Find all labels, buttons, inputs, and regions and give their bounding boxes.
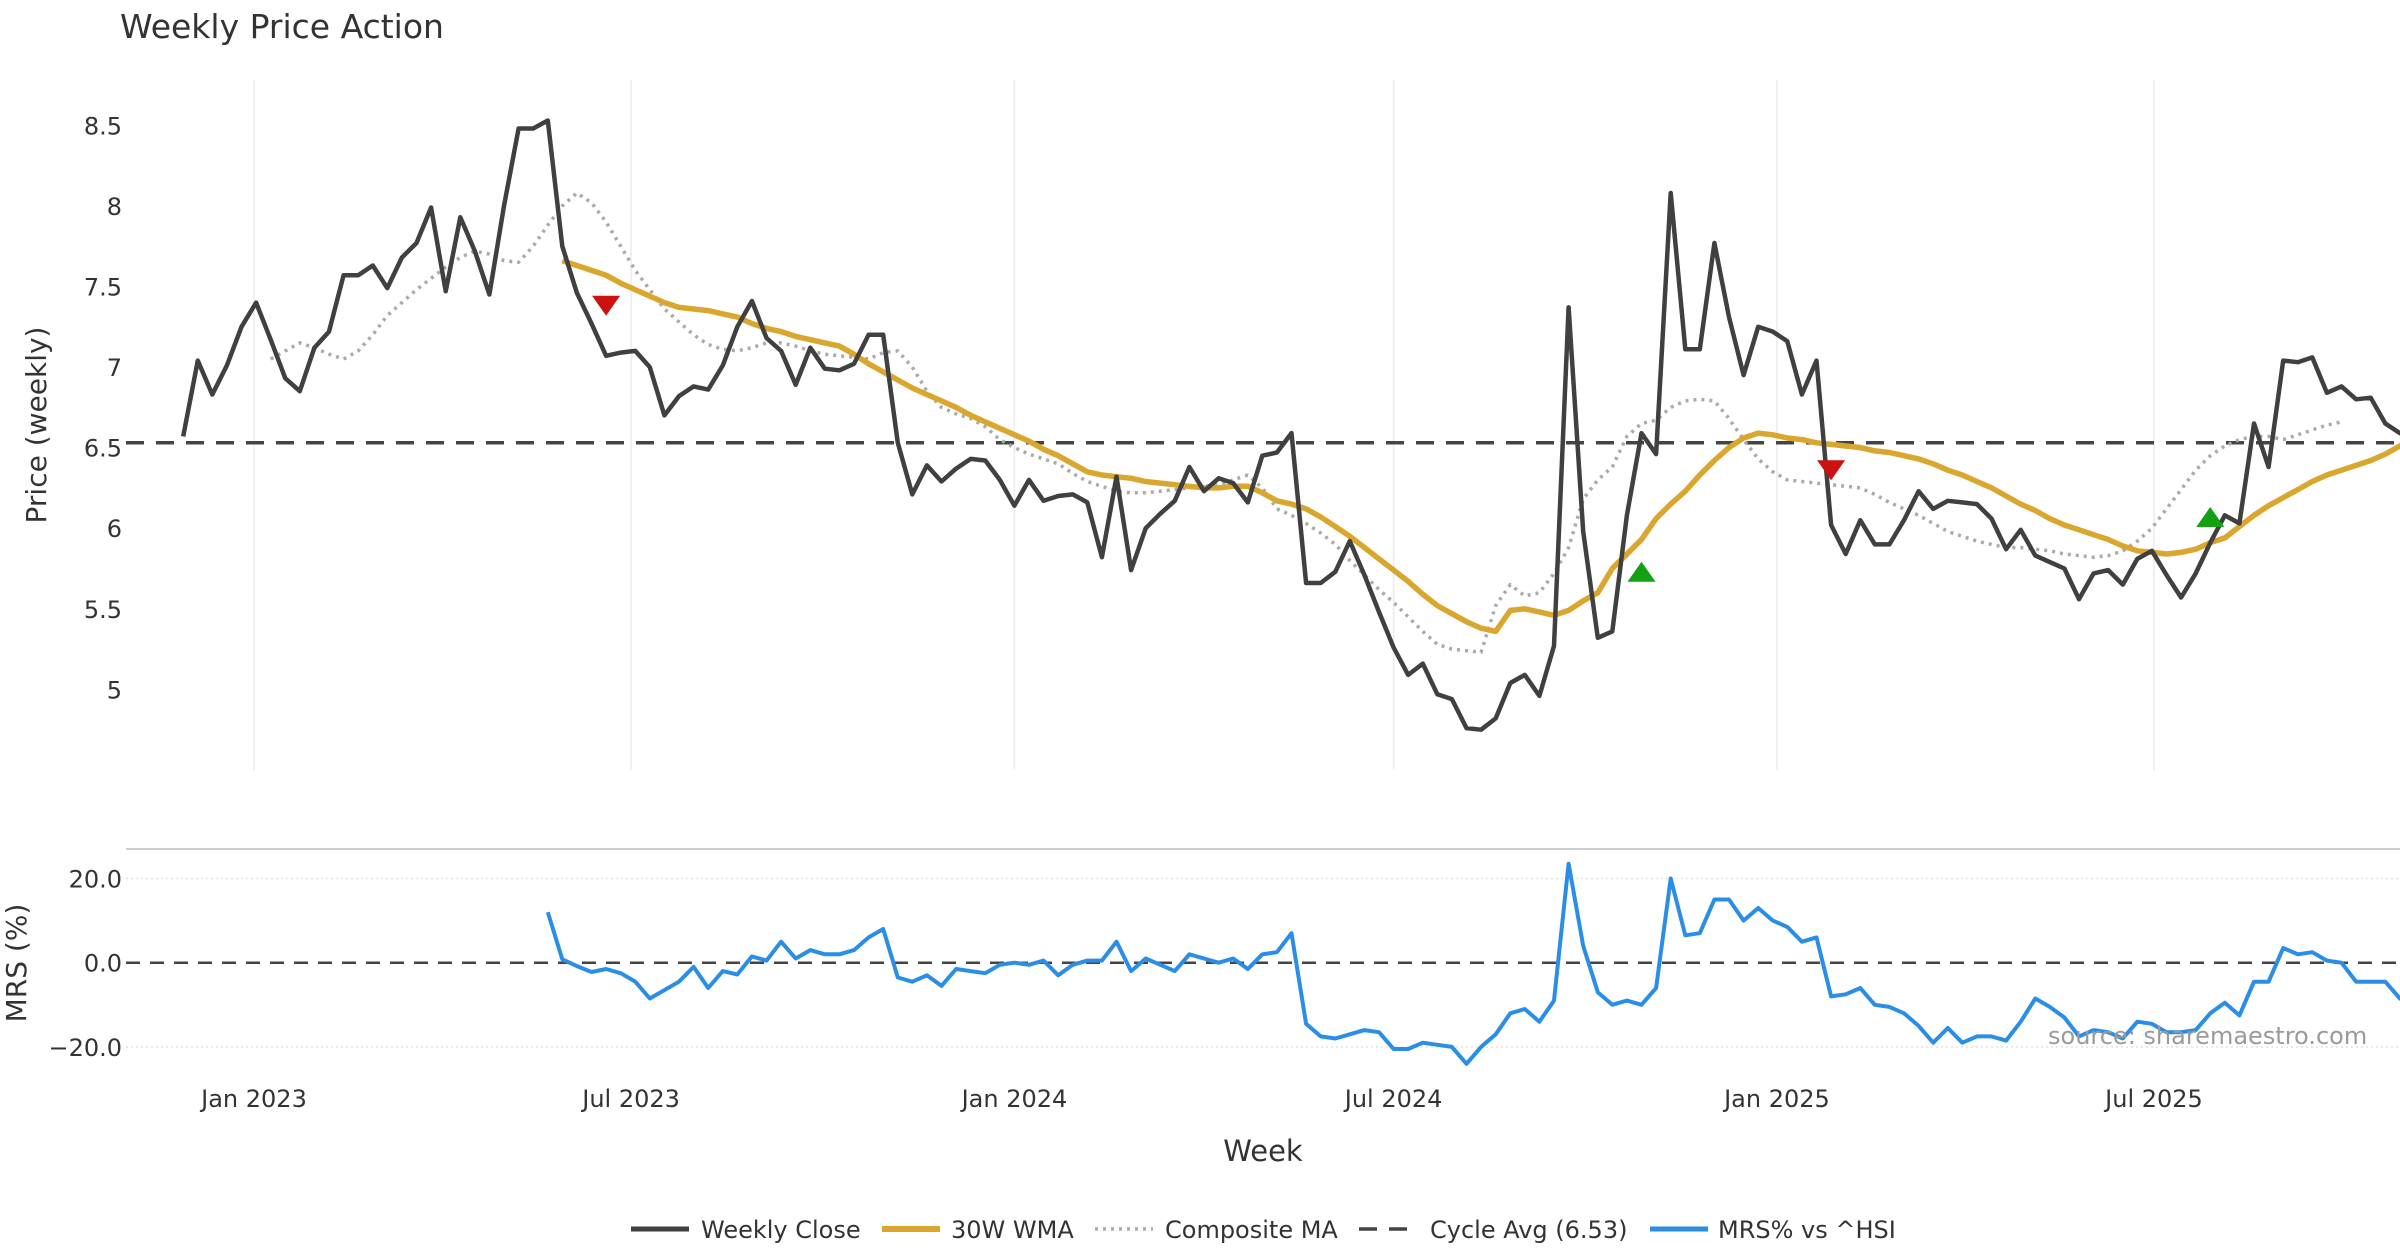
grid [126,80,2400,1048]
price-tick-label: 8 [107,193,122,221]
legend-label: 30W WMA [951,1216,1074,1244]
mrs-tick-label: 0.0 [84,950,122,978]
chart-title: Weekly Price Action [120,7,444,46]
sell-signal-marker [592,295,621,316]
price-tick-label: 6.5 [84,435,122,463]
legend-label: Composite MA [1165,1216,1338,1244]
x-tick-label: Jul 2025 [2103,1085,2203,1113]
buy-signal-marker [1627,561,1656,582]
price-tick-label: 5.5 [84,596,122,624]
weekly-close-line [180,118,2400,732]
price-series [126,118,2400,732]
x-axis-ticks: Jan 2023 Jul 2023 Jan 2024 Jul 2024 Jan 2025… [199,1085,2203,1113]
mrs-series [126,861,2400,1066]
wma-30w-line [561,258,2400,635]
sell-signal-marker [1817,460,1846,481]
price-tick-label: 5 [107,676,122,704]
mrs-line [545,861,2400,1066]
x-axis-label: Week [1223,1134,1303,1168]
mrs-axis-label: MRS (%) [0,904,33,1023]
x-tick-label: Jan 2025 [1722,1085,1830,1113]
price-tick-label: 7.5 [84,273,122,301]
price-tick-label: 8.5 [84,112,122,140]
mrs-axis-ticks: −20.0 0.0 20.0 [48,865,122,1061]
legend-label: MRS% vs ^HSI [1718,1216,1896,1244]
legend: Weekly Close 30W WMA Composite MA Cycle Avg… [631,1216,1896,1244]
price-tick-label: 6 [107,515,122,543]
mrs-tick-label: −20.0 [48,1034,122,1062]
price-axis-label: Price (weekly) [20,327,53,524]
x-tick-label: Jan 2023 [199,1085,307,1113]
legend-label: Cycle Avg (6.53) [1430,1216,1627,1244]
price-axis-ticks: 5 5.5 6 6.5 7 7.5 8 8.5 [84,112,122,704]
source-watermark: source: sharemaestro.com [2048,1022,2367,1050]
x-tick-label: Jul 2024 [1343,1085,1443,1113]
signal-markers [592,295,2225,582]
price-tick-label: 7 [107,354,122,382]
legend-label: Weekly Close [701,1216,861,1244]
buy-signal-marker [2196,506,2225,527]
x-tick-label: Jul 2023 [580,1085,680,1113]
composite-ma-line [269,191,2342,655]
mrs-tick-label: 20.0 [69,865,122,893]
x-tick-label: Jan 2024 [960,1085,1068,1113]
